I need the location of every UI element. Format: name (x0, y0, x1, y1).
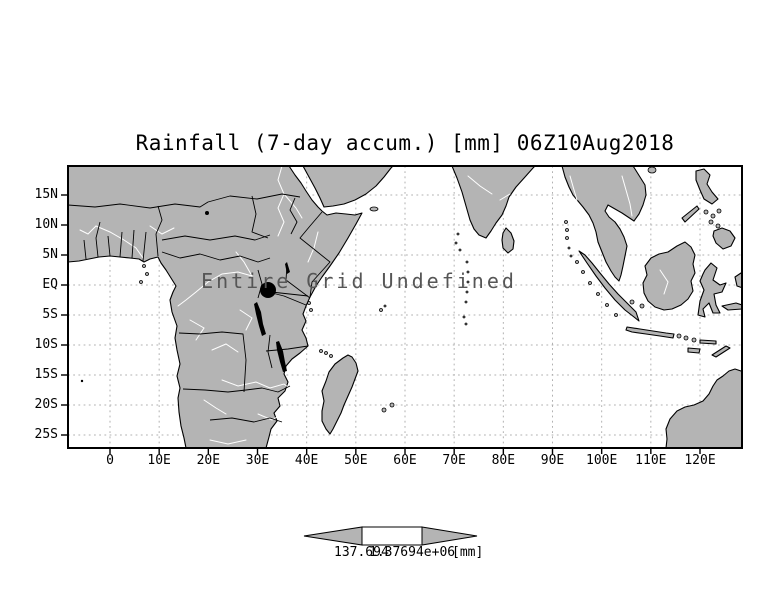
x-axis-label: 70E (442, 453, 466, 468)
sulawesi-island (697, 262, 727, 318)
legend-max-value: 1.37694e+06 (369, 545, 456, 560)
st-helena-island (80, 379, 84, 383)
x-axis-label: 30E (245, 453, 270, 468)
x-axis-label: 40E (294, 453, 319, 468)
y-axis-label: 15N (34, 187, 58, 202)
colorbar-legend (303, 526, 478, 546)
x-axis-label: 90E (540, 453, 565, 468)
legend-min-value: 137.694 (334, 545, 389, 560)
india-landmass (451, 166, 536, 239)
x-axis-label: 60E (393, 453, 417, 468)
y-axis-label: 25S (34, 427, 58, 442)
lake-tanganyika (254, 302, 266, 336)
y-axis-label: 5S (42, 307, 58, 322)
y-axis-label: 15S (34, 367, 58, 382)
x-axis-label: 20E (196, 453, 221, 468)
legend-units: [mm] (452, 545, 484, 560)
hainan-island (647, 166, 657, 174)
african-lakes (80, 211, 290, 383)
country-borders (68, 193, 331, 423)
flores-island (699, 339, 717, 345)
madagascar-island (321, 354, 359, 435)
sumatra-island (578, 250, 640, 322)
axis-tickmarks (61, 194, 701, 454)
plot-title: Rainfall (7-day accum.) [mm] 06Z10Aug201… (135, 131, 675, 155)
x-axis-label: 100E (586, 453, 618, 468)
y-axis-label: 10N (34, 217, 58, 232)
landmasses (68, 166, 742, 448)
grid-undefined-message: Entire Grid Undefined (201, 269, 517, 293)
timor-island (711, 345, 731, 358)
x-axis-label: 80E (491, 453, 516, 468)
sumba-island (687, 347, 701, 354)
arabia-landmass (302, 166, 394, 208)
x-axis-label: 10E (147, 453, 171, 468)
y-axis-label: 10S (34, 337, 58, 352)
luzon-island (695, 168, 719, 205)
y-axis-label: EQ (42, 277, 58, 292)
lake-malawi (276, 341, 287, 372)
colorbar-left-arrow (303, 526, 363, 546)
colorbar-middle-box (361, 526, 423, 546)
small-islands (139, 208, 722, 413)
java-island (625, 326, 675, 339)
lake-chad (205, 211, 209, 215)
palawan-island (681, 205, 700, 223)
mindanao-island (712, 227, 736, 250)
africa-landmass (68, 166, 363, 448)
socotra-island (369, 206, 379, 212)
seram-island (721, 302, 742, 311)
y-axis-label: 5N (42, 247, 58, 262)
australia-landmass (665, 368, 742, 448)
x-axis-label: 0 (106, 453, 114, 468)
halmahera-island (734, 272, 742, 289)
rivers (79, 166, 669, 445)
sri-lanka-island (501, 227, 515, 254)
lake-turkana (285, 262, 290, 274)
x-axis-label: 120E (684, 453, 716, 468)
colorbar-right-arrow (421, 526, 478, 546)
lake-victoria (260, 282, 276, 298)
x-axis-label: 50E (344, 453, 368, 468)
x-axis-label: 110E (635, 453, 667, 468)
borneo-island (642, 241, 696, 311)
y-axis-label: 20S (34, 397, 58, 412)
indochina-landmass (561, 166, 647, 282)
